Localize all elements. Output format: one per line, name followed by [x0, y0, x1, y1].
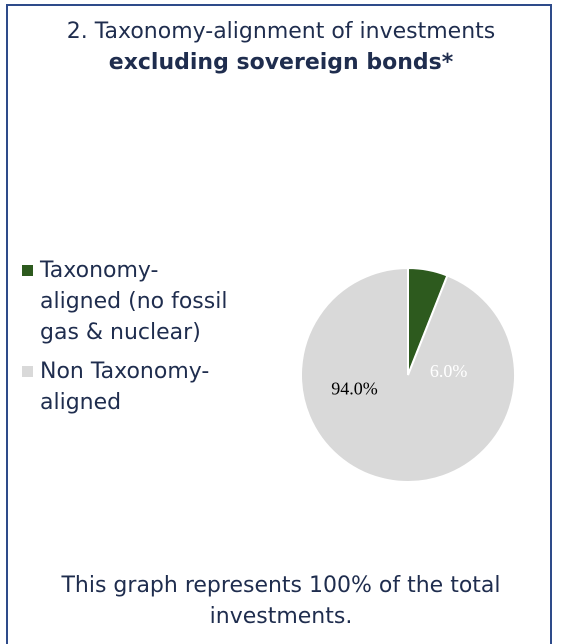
- pie-slice-non-taxonomy-aligned: [300, 266, 516, 483]
- pie-chart: 6.0% 94.0%: [290, 255, 530, 495]
- pie-chart-svg: 6.0% 94.0%: [300, 266, 516, 483]
- legend-swatch-taxonomy-aligned: [22, 265, 33, 276]
- pie-label-non-taxonomy-aligned: 94.0%: [331, 378, 378, 398]
- legend-item-non-taxonomy-aligned: Non Taxonomy-aligned: [22, 356, 272, 418]
- pie-label-taxonomy-aligned: 6.0%: [430, 361, 468, 381]
- chart-title-line2: excluding sovereign bonds*: [108, 50, 454, 75]
- chart-title: 2. Taxonomy-alignment of investments exc…: [0, 16, 562, 78]
- chart-footer-note: This graph represents 100% of the total …: [61, 573, 501, 629]
- legend-label-taxonomy-aligned: Taxonomy-aligned (no fossil gas & nuclea…: [40, 258, 228, 345]
- legend-swatch-non-taxonomy-aligned: [22, 366, 33, 377]
- legend-label-non-taxonomy-aligned: Non Taxonomy-aligned: [40, 359, 210, 415]
- legend-item-taxonomy-aligned: Taxonomy-aligned (no fossil gas & nuclea…: [22, 255, 272, 348]
- chart-frame: [6, 4, 552, 644]
- legend: Taxonomy-aligned (no fossil gas & nuclea…: [22, 255, 272, 426]
- chart-title-line1: 2. Taxonomy-alignment of investments: [66, 19, 496, 44]
